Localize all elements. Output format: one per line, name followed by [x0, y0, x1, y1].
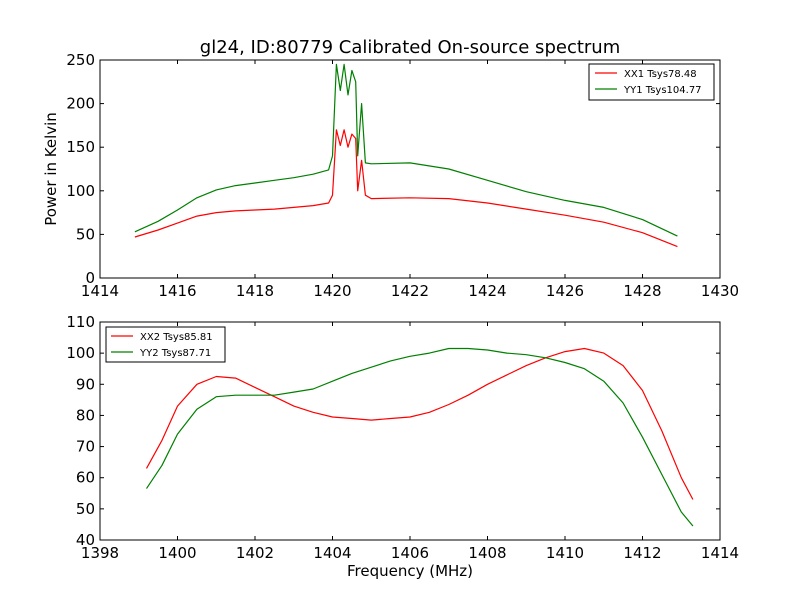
bottom-panel: 1398 1400 1402 1404 1406 1408 1410 1412 1414 40 50…	[66, 313, 739, 562]
top-x-tick-label: 1422	[391, 282, 429, 300]
top-x-tick-label: 1416	[158, 282, 196, 300]
bottom-y-tick-label: 60	[76, 469, 95, 487]
top-legend-box	[588, 63, 715, 101]
bottom-y-tick-label: 50	[76, 500, 95, 518]
top-x-tick-label: 1426	[546, 282, 584, 300]
bottom-x-tick-label: 1410	[546, 544, 584, 562]
top-axis-ticks: 1414 1416 1418 1420 1422 1424 1426 1428 1430 0 50 1…	[66, 51, 739, 300]
bottom-x-tick-label: 1404	[313, 544, 351, 562]
top-y-tick-label: 50	[76, 225, 95, 243]
top-x-tick-label: 1428	[623, 282, 661, 300]
bottom-x-tick-label: 1398	[81, 544, 119, 562]
y-axis-label: Power in Kelvin	[42, 112, 60, 226]
top-plot-frame	[99, 59, 721, 279]
bottom-y-tick-label: 70	[76, 438, 95, 456]
bottom-y-tick-label: 110	[66, 313, 95, 331]
top-x-tick-label: 1420	[313, 282, 351, 300]
top-legend: XX1 Tsys78.48 YY1 Tsys104.77	[588, 63, 715, 101]
bottom-y-tick-label: 80	[76, 406, 95, 424]
bottom-plot-lines	[145, 347, 694, 527]
top-y-tick-label: 250	[66, 51, 95, 69]
top-plot-lines	[134, 63, 678, 248]
chart-title: gl24, ID:80779 Calibrated On-source spec…	[200, 37, 620, 58]
top-series-line-1	[134, 129, 678, 248]
bottom-legend-label-yy2: YY2 Tsys87.71	[139, 348, 211, 359]
bottom-x-tick-label: 1412	[623, 544, 661, 562]
x-axis-label: Frequency (MHz)	[347, 562, 473, 580]
bottom-y-tick-label: 90	[76, 375, 95, 393]
bottom-x-tick-label: 1408	[468, 544, 506, 562]
top-y-tick-label: 0	[85, 269, 95, 287]
bottom-y-tick-label: 40	[76, 531, 95, 549]
bottom-plot-frame	[99, 321, 721, 541]
bottom-legend: XX2 Tsys85.81 YY2 Tsys87.71	[105, 326, 226, 363]
top-series-line-2	[134, 63, 678, 237]
bottom-axis-ticks: 1398 1400 1402 1404 1406 1408 1410 1412 1414 40 50…	[66, 313, 739, 562]
top-y-tick-label: 150	[66, 138, 95, 156]
bottom-x-tick-label: 1400	[158, 544, 196, 562]
top-y-tick-label: 100	[66, 182, 95, 200]
bottom-x-tick-label: 1406	[391, 544, 429, 562]
top-x-tick-label: 1418	[236, 282, 274, 300]
bottom-legend-label-xx2: XX2 Tsys85.81	[140, 332, 213, 343]
top-legend-label-xx1: XX1 Tsys78.48	[624, 69, 697, 80]
top-x-tick-label: 1424	[468, 282, 506, 300]
top-x-tick-label: 1430	[701, 282, 739, 300]
bottom-x-tick-label: 1414	[701, 544, 739, 562]
bottom-x-tick-label: 1402	[236, 544, 274, 562]
top-legend-label-yy1: YY1 Tsys104.77	[623, 85, 702, 96]
bottom-series-line-2	[146, 347, 694, 527]
bottom-series-line-1	[145, 347, 694, 500]
top-x-tick-label: 1414	[81, 282, 119, 300]
bottom-y-tick-label: 100	[66, 344, 95, 362]
top-y-tick-label: 200	[66, 95, 95, 113]
top-panel: 1414 1416 1418 1420 1422 1424 1426 1428 1430 0 50 1…	[66, 51, 739, 300]
bottom-legend-box	[105, 326, 226, 363]
